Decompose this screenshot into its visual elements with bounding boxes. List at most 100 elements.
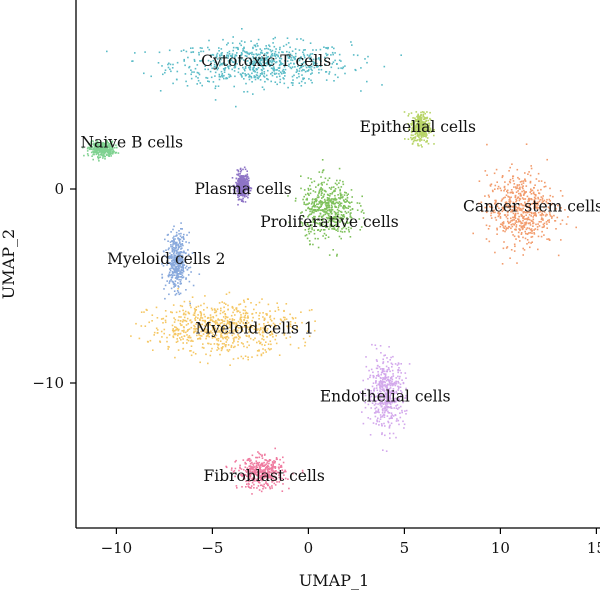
scatter-point: [542, 214, 545, 216]
scatter-point: [319, 48, 322, 51]
scatter-point: [318, 189, 321, 192]
scatter-point: [263, 338, 265, 341]
scatter-point: [536, 226, 539, 228]
scatter-point: [168, 49, 171, 52]
scatter-point: [335, 217, 337, 219]
scatter-point: [266, 474, 269, 476]
scatter-point: [408, 363, 411, 365]
scatter-point: [234, 475, 236, 478]
scatter-point: [187, 274, 190, 276]
scatter-point: [535, 223, 537, 226]
scatter-point: [424, 128, 426, 131]
scatter-point: [260, 63, 263, 65]
scatter-point: [313, 66, 316, 69]
scatter-point: [489, 205, 491, 208]
scatter-point: [531, 212, 533, 215]
scatter-point: [389, 387, 392, 389]
scatter-point: [180, 316, 182, 318]
scatter-point: [177, 334, 179, 337]
scatter-point: [244, 185, 247, 187]
scatter-point: [217, 327, 219, 330]
scatter-point: [398, 367, 400, 369]
scatter-point: [339, 192, 342, 195]
scatter-point: [246, 346, 248, 349]
scatter-point: [338, 210, 340, 212]
scatter-point: [173, 260, 176, 263]
scatter-point: [505, 204, 507, 207]
scatter-point: [246, 320, 248, 322]
scatter-point: [311, 207, 313, 210]
scatter-point: [546, 202, 549, 205]
scatter-point: [528, 208, 531, 211]
scatter-point: [318, 171, 321, 173]
scatter-point: [339, 216, 341, 219]
scatter-point: [282, 320, 284, 323]
scatter-point: [253, 325, 255, 327]
scatter-point: [421, 146, 423, 148]
scatter-point: [242, 48, 244, 50]
scatter-point: [264, 64, 266, 67]
scatter-point: [110, 148, 113, 151]
scatter-point: [225, 323, 228, 326]
scatter-point: [186, 85, 189, 87]
scatter-point: [306, 54, 309, 56]
scatter-point: [181, 330, 183, 332]
scatter-point: [530, 203, 533, 205]
scatter-point: [275, 457, 278, 459]
scatter-point: [519, 240, 521, 242]
scatter-point: [214, 56, 217, 59]
scatter-point: [173, 282, 176, 285]
scatter-point: [428, 132, 430, 134]
scatter-point: [197, 79, 200, 82]
scatter-point: [280, 466, 283, 468]
scatter-point: [544, 181, 546, 184]
scatter-point: [192, 47, 194, 49]
scatter-point: [306, 70, 309, 72]
scatter-point: [375, 395, 377, 398]
scatter-point: [333, 220, 335, 222]
scatter-point: [193, 314, 196, 316]
scatter-point: [103, 154, 105, 157]
scatter-point: [218, 73, 221, 76]
scatter-point: [487, 203, 490, 206]
scatter-point: [86, 153, 89, 155]
scatter-point: [244, 317, 246, 319]
scatter-point: [227, 55, 230, 58]
scatter-point: [519, 181, 522, 183]
scatter-point: [93, 143, 96, 145]
scatter-point: [520, 232, 523, 234]
scatter-point: [240, 179, 243, 182]
scatter-point: [426, 111, 428, 113]
scatter-point: [538, 180, 540, 182]
scatter-point: [95, 144, 97, 146]
scatter-point: [390, 382, 392, 384]
scatter-point: [528, 200, 530, 202]
scatter-point: [261, 465, 264, 467]
scatter-point: [377, 399, 379, 401]
scatter-point: [226, 316, 229, 319]
scatter-point: [560, 207, 562, 209]
scatter-point: [195, 327, 198, 330]
scatter-point: [391, 363, 394, 366]
scatter-point: [247, 73, 250, 75]
scatter-point: [190, 354, 193, 357]
scatter-point: [234, 330, 237, 332]
scatter-point: [242, 477, 245, 480]
scatter-point: [423, 125, 425, 127]
scatter-point: [224, 333, 226, 335]
scatter-point: [144, 51, 146, 53]
scatter-point: [230, 469, 233, 471]
scatter-point: [101, 154, 103, 156]
scatter-point: [340, 214, 343, 216]
scatter-point: [379, 402, 382, 404]
scatter-point: [264, 459, 266, 461]
scatter-point: [550, 203, 553, 206]
scatter-point: [198, 322, 201, 325]
scatter-point: [287, 57, 290, 59]
scatter-point: [386, 408, 388, 411]
scatter-point: [396, 404, 399, 406]
scatter-point: [513, 243, 516, 246]
scatter-point: [383, 408, 386, 410]
scatter-point: [294, 55, 297, 58]
scatter-point: [266, 330, 268, 332]
